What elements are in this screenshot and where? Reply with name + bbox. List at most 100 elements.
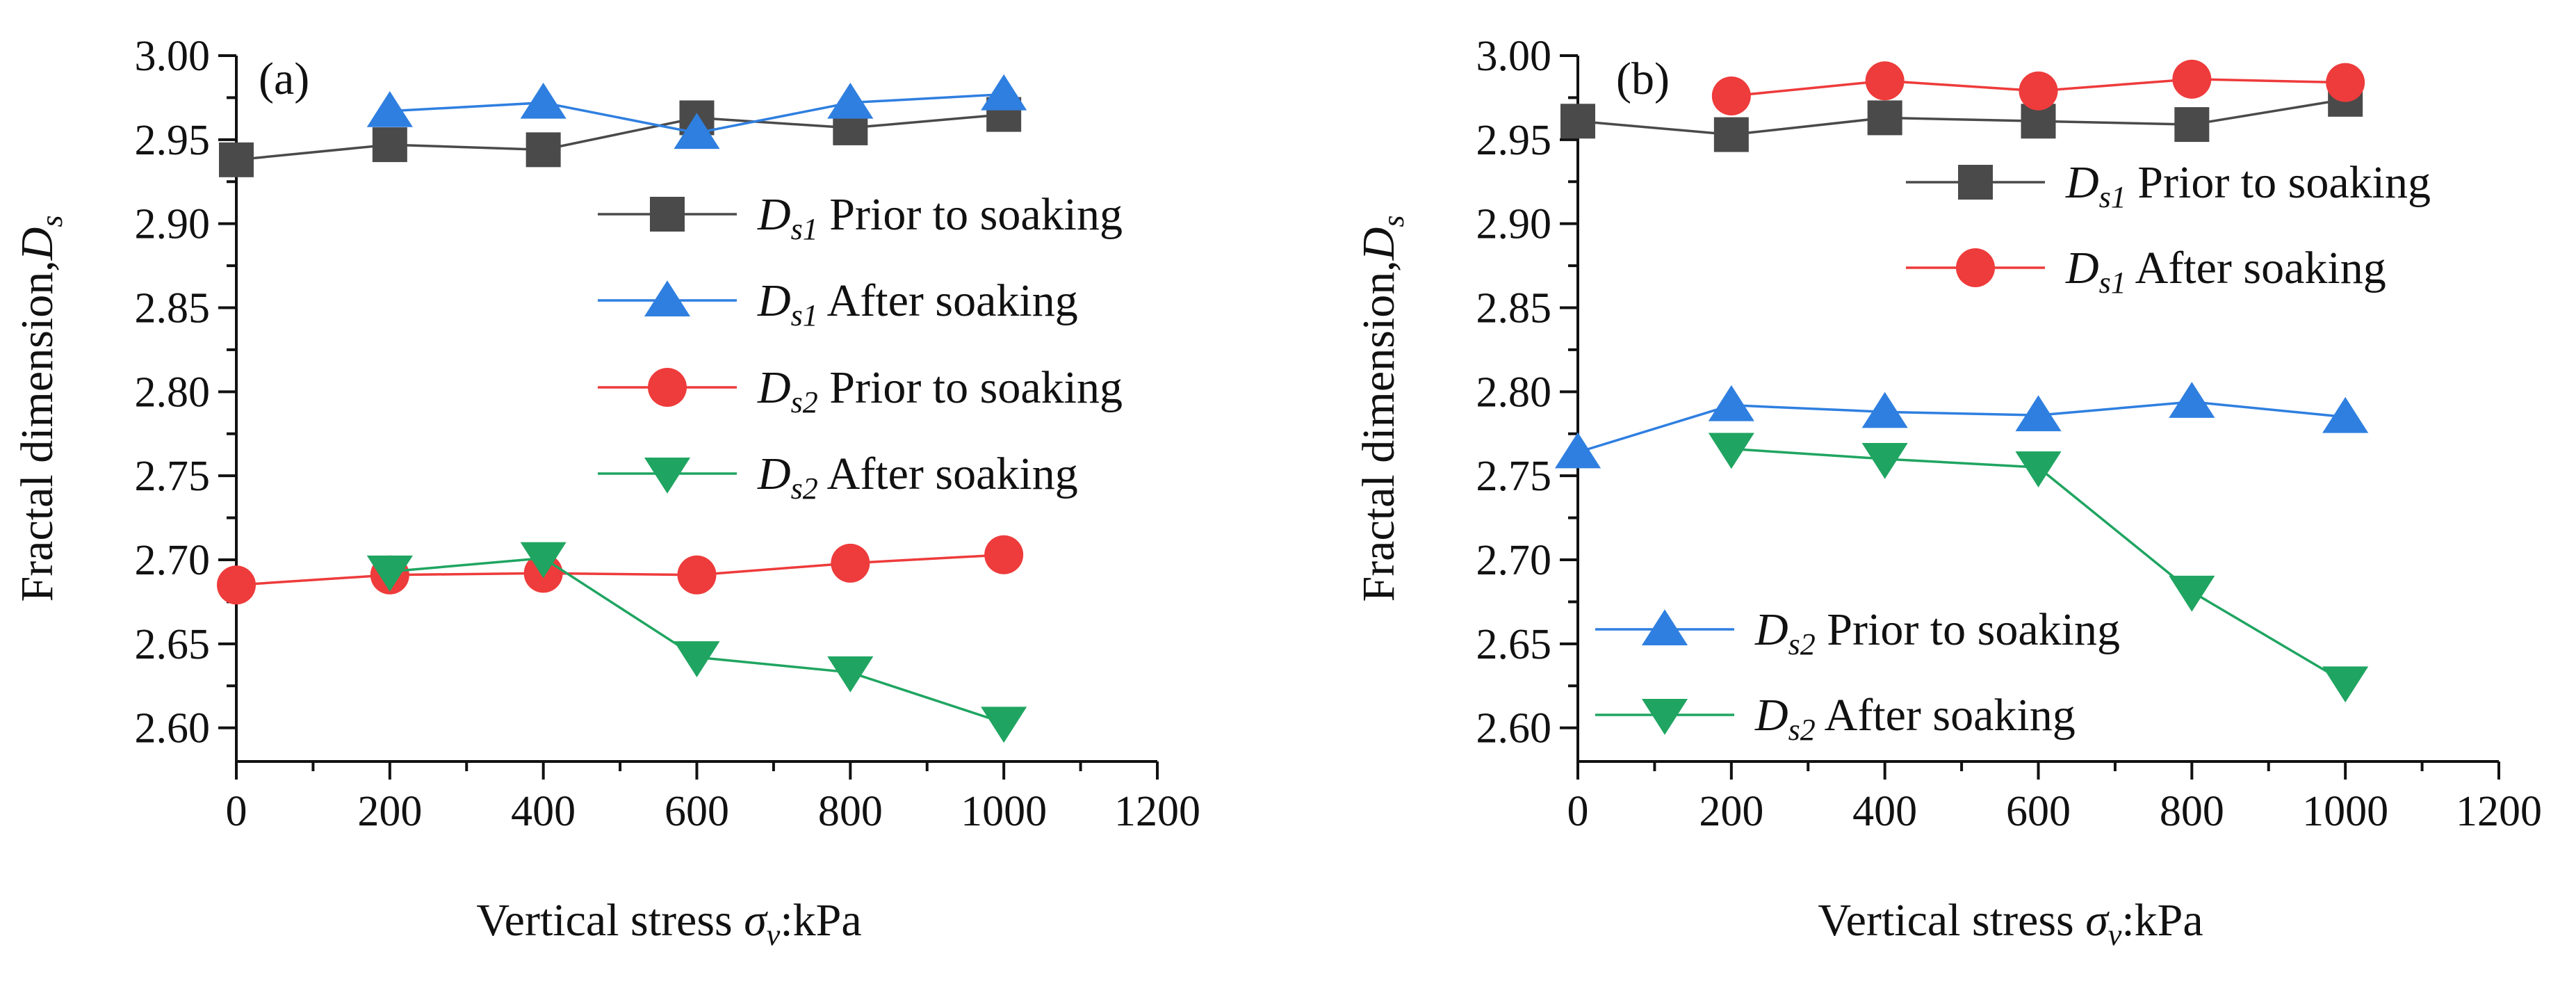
legend-marker [1641,699,1688,735]
legend-label: Ds2 Prior to soaking [757,362,1123,419]
legend-marker [1641,609,1688,645]
data-point [1861,443,1908,479]
y-axis-title: Fractal dimension,Ds [1353,215,1410,602]
legend-label: Ds1 After soaking [2065,243,2386,300]
data-point [2169,382,2215,418]
panel-label: (a) [259,54,309,104]
data-point [2174,107,2210,143]
chart-panel-b: 0 200 400 600 800 1000 1200 2.60 2.65 2.70 2.75 2.8… [1353,33,2542,952]
series-ds2-prior-to-soaking [1554,382,2369,469]
data-point [981,74,1027,111]
x-tick-label: 400 [511,788,576,835]
data-point [366,555,413,592]
x-axis-title: Vertical stress σv:kPa [1818,895,2203,952]
y-tick-label: 2.65 [1476,621,1552,668]
legend-entry: Ds1 After soaking [1906,243,2386,300]
data-point [827,82,874,119]
legend-label: Ds2 After soaking [757,449,1078,506]
series-ds2-prior-to-soaking [217,535,1024,605]
legend-marker [650,197,685,232]
x-tick-label: 600 [2006,788,2071,835]
x-tick-label: 1000 [2302,788,2388,835]
data-point [674,641,720,677]
series-ds2-after-soaking [1708,433,2369,703]
data-point [827,656,874,693]
panel-label: (b) [1616,54,1670,104]
y-tick-label: 2.85 [135,285,211,332]
y-tick-label: 2.80 [1476,369,1552,416]
series-ds1-prior-to-soaking [219,97,1022,177]
series-ds2-after-soaking [366,542,1027,743]
data-point [520,82,566,119]
data-point [674,113,720,150]
data-point [2169,575,2215,612]
data-point [2172,59,2212,99]
data-point [1708,433,1754,469]
y-tick-label: 2.70 [1476,537,1552,584]
x-tick-label: 200 [357,788,422,835]
series-ds1-prior-to-soaking [1560,81,2363,152]
y-tick-label: 2.65 [135,621,211,668]
y-tick-label: 2.90 [135,201,211,248]
y-tick-label: 2.60 [1476,705,1552,752]
data-point [1560,104,1595,139]
x-tick-label: 1000 [961,788,1047,835]
legend-marker [644,458,691,494]
data-point [525,132,561,168]
y-tick-label: 2.80 [135,369,211,416]
y-tick-label: 2.70 [135,537,211,584]
legend-entry: Ds1 Prior to soaking [1906,157,2431,214]
legend-entry: Ds2 Prior to soaking [598,362,1123,419]
y-axis-title: Fractal dimension,Ds [12,215,69,602]
y-tick-label: 3.00 [135,33,211,80]
legend-label: Ds1 Prior to soaking [2065,157,2431,214]
legend-entry: Ds2 After soaking [1595,690,2076,747]
data-point [2015,451,2062,487]
y-tick-label: 2.90 [1476,201,1552,248]
data-point [1867,100,1902,136]
data-point [366,91,413,127]
data-point [1861,392,1908,428]
series-line [236,113,1004,161]
legend-marker [1956,248,1995,287]
data-point [1713,117,1749,152]
x-tick-label: 0 [226,788,247,835]
data-point [2015,395,2062,432]
y-tick-label: 2.95 [135,117,211,164]
legend-label: Ds2 After soaking [1754,690,2076,747]
chart-panel-a: 0 200 400 600 800 1000 1200 2.60 2.65 2.70 2.75 2.8… [12,33,1200,952]
x-tick-label: 1200 [2456,788,2542,835]
data-point [2322,666,2369,703]
legend-entry: Ds2 After soaking [598,449,1078,506]
data-point [217,565,256,605]
legend-entry: Ds2 Prior to soaking [1595,604,2120,661]
legend-marker [644,280,691,316]
series-line [236,554,1004,586]
x-tick-label: 800 [818,788,883,835]
data-point [1865,61,1905,101]
legend-label: Ds2 Prior to soaking [1754,604,2120,661]
x-tick-label: 400 [1852,788,1917,835]
x-tick-label: 200 [1699,788,1763,835]
data-point [2019,71,2058,111]
series-line [1577,98,2346,136]
data-point [219,142,254,177]
legend-label: Ds1 After soaking [757,275,1078,332]
legend-label: Ds1 Prior to soaking [757,189,1123,246]
x-tick-label: 600 [665,788,729,835]
data-point [2326,63,2365,102]
legend-entry: Ds1 After soaking [598,275,1078,332]
x-axis-title: Vertical stress σv:kPa [476,895,861,952]
y-tick-label: 2.75 [135,453,211,500]
x-tick-label: 800 [2160,788,2224,835]
data-point [1554,432,1601,469]
data-point [677,555,717,595]
series-line [1577,401,2346,454]
legend-marker [648,368,687,407]
y-tick-label: 3.00 [1476,33,1552,80]
data-point [1708,385,1754,421]
x-tick-label: 0 [1567,788,1589,835]
x-tick-label: 1200 [1114,788,1200,835]
y-tick-label: 2.75 [1476,453,1552,500]
